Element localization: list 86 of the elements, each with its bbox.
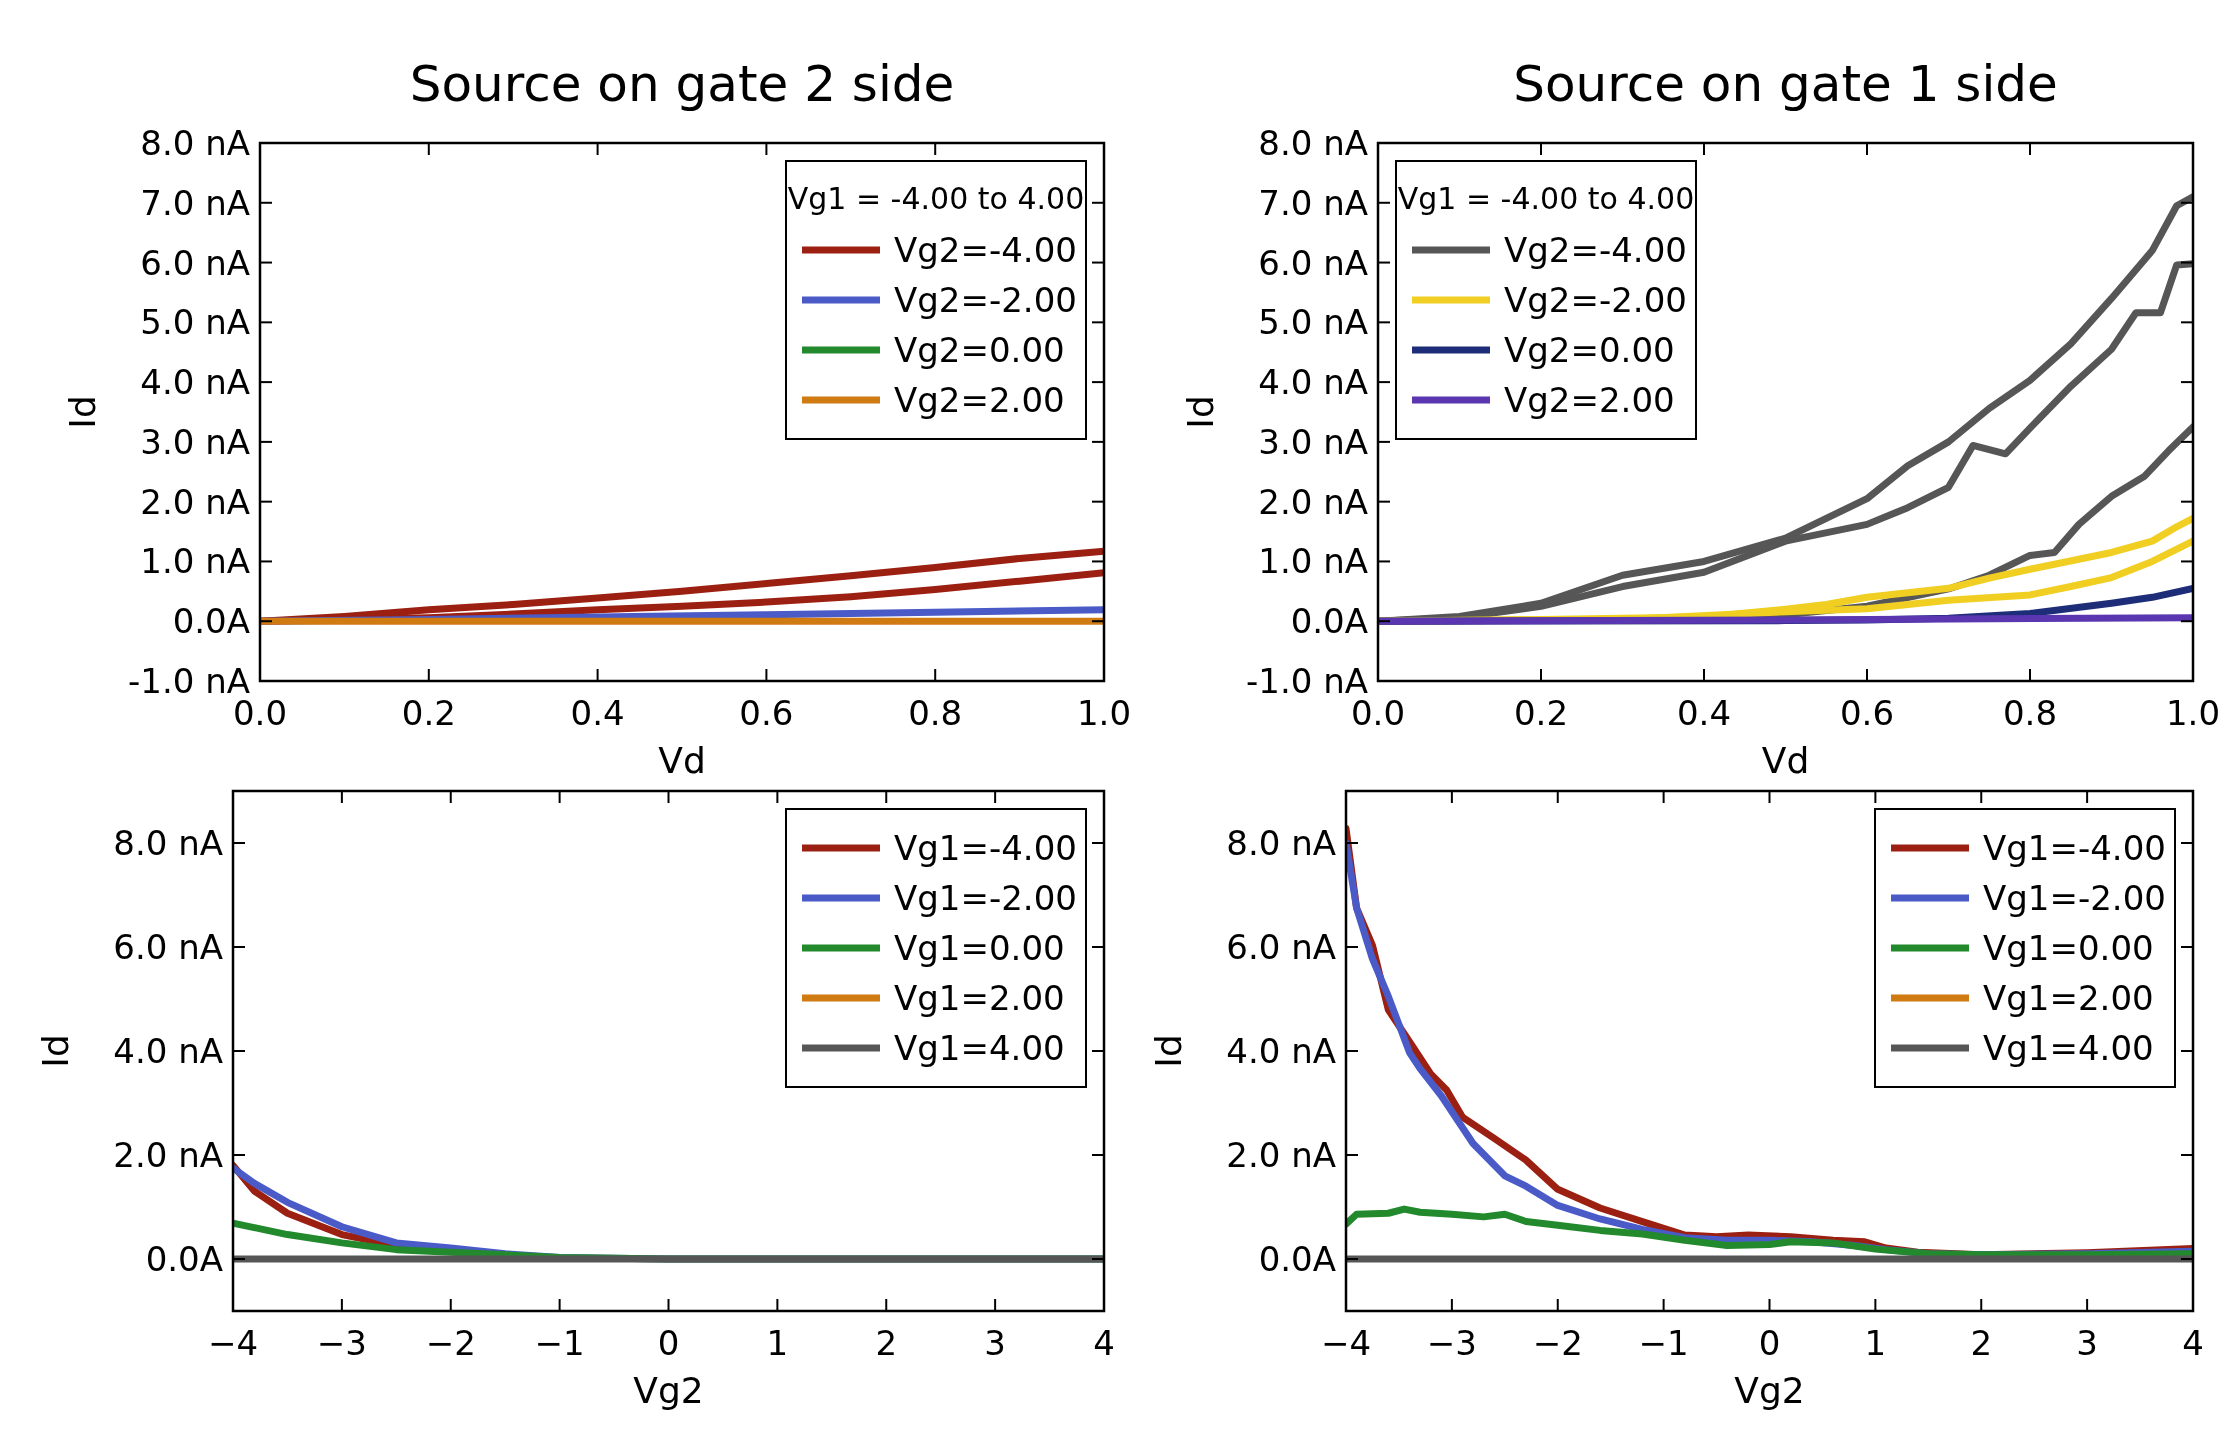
x-tick-label: 1 <box>766 1323 789 1363</box>
y-tick-label: 8.0 nA <box>1226 823 1336 863</box>
legend-label: Vg1=-2.00 <box>894 878 1077 918</box>
y-tick-label: 4.0 nA <box>140 362 250 403</box>
x-tick-label: 1.0 <box>2165 693 2221 733</box>
y-tick-label: 8.0 nA <box>140 123 250 163</box>
x-tick-label: 3 <box>2076 1323 2098 1363</box>
x-tick-label: 0.2 <box>401 693 456 733</box>
legend-label: Vg2=2.00 <box>894 380 1065 420</box>
x-axis-title: Vd <box>658 740 706 781</box>
y-tick-label: 6.0 nA <box>140 242 250 283</box>
y-tick-label: 6.0 nA <box>1226 927 1336 967</box>
legend-title: Vg1 = -4.00 to 4.00 <box>1397 181 1695 216</box>
x-tick-label: 0.6 <box>739 693 794 733</box>
legend-label: Vg1=2.00 <box>1983 978 2154 1018</box>
y-tick-label: 1.0 nA <box>1258 541 1368 582</box>
x-tick-label: 4 <box>2182 1323 2204 1363</box>
y-tick-label: 8.0 nA <box>113 823 223 863</box>
legend-label: Vg1=4.00 <box>894 1028 1065 1068</box>
y-tick-label: 4.0 nA <box>1258 362 1368 403</box>
y-tick-label: 3.0 nA <box>1258 421 1368 462</box>
legend-title: Vg1 = -4.00 to 4.00 <box>787 181 1085 216</box>
x-tick-label: 0.8 <box>908 693 963 733</box>
x-tick-label: 0.4 <box>570 693 625 733</box>
x-tick-label: 0.6 <box>1839 693 1895 733</box>
x-tick-label: 1.0 <box>1076 693 1132 733</box>
x-tick-label: −4 <box>1320 1323 1372 1363</box>
x-axis-title: Vg2 <box>1734 1370 1805 1411</box>
legend-label: Vg2=0.00 <box>894 330 1065 370</box>
y-tick-label: 4.0 nA <box>113 1031 223 1071</box>
x-axis-title: Vd <box>1761 740 1810 781</box>
y-tick-label: 4.0 nA <box>1226 1031 1336 1071</box>
x-tick-label: 0 <box>1758 1323 1781 1363</box>
legend-label: Vg1=2.00 <box>894 978 1065 1018</box>
x-tick-label: 4 <box>1093 1323 1115 1363</box>
y-tick-label: 0.0A <box>1290 601 1368 642</box>
x-tick-label: 2 <box>875 1323 898 1363</box>
x-tick-label: 0 <box>657 1323 680 1363</box>
y-tick-label: 0.0A <box>172 601 250 642</box>
legend-label: Vg1=0.00 <box>894 928 1065 968</box>
legend-label: Vg1=-2.00 <box>1983 878 2166 918</box>
x-tick-label: −2 <box>1532 1323 1583 1363</box>
y-tick-label: 0.0A <box>1258 1239 1336 1279</box>
y-tick-label: 2.0 nA <box>113 1135 223 1175</box>
x-tick-label: −3 <box>316 1323 367 1363</box>
chart-title: Source on gate 1 side <box>1513 55 2058 113</box>
y-axis-title: Id <box>35 1034 76 1068</box>
legend-label: Vg2=-2.00 <box>894 280 1077 320</box>
y-tick-label: 7.0 nA <box>1258 182 1368 223</box>
y-tick-label: 2.0 nA <box>140 481 250 522</box>
legend-label: Vg1=0.00 <box>1983 928 2154 968</box>
y-tick-label: 1.0 nA <box>140 541 250 582</box>
chart-title: Source on gate 2 side <box>409 55 955 113</box>
y-tick-label: 5.0 nA <box>1258 302 1368 343</box>
x-tick-label: 1 <box>1864 1323 1887 1363</box>
x-tick-label: −1 <box>534 1323 585 1363</box>
y-tick-label: 6.0 nA <box>113 927 223 967</box>
x-tick-label: −3 <box>1426 1323 1477 1363</box>
y-tick-label: 7.0 nA <box>140 182 250 223</box>
y-tick-label: 8.0 nA <box>1258 123 1368 163</box>
legend-label: Vg1=4.00 <box>1983 1028 2154 1068</box>
x-tick-label: −2 <box>425 1323 476 1363</box>
y-tick-label: 5.0 nA <box>140 302 250 343</box>
legend-label: Vg1=-4.00 <box>894 828 1077 868</box>
y-tick-label: 2.0 nA <box>1258 481 1368 522</box>
y-axis-title: Id <box>1180 395 1221 429</box>
y-tick-label: 6.0 nA <box>1258 242 1368 283</box>
legend-label: Vg1=-4.00 <box>1983 828 2166 868</box>
x-tick-label: −4 <box>207 1323 259 1363</box>
x-axis-title: Vg2 <box>633 1370 704 1411</box>
y-axis-title: Id <box>1148 1034 1189 1068</box>
y-axis-title: Id <box>62 395 103 429</box>
x-tick-label: 3 <box>984 1323 1006 1363</box>
x-tick-label: 0.2 <box>1513 693 1569 733</box>
y-tick-label: 3.0 nA <box>140 421 250 462</box>
legend-label: Vg2=-2.00 <box>1504 280 1687 320</box>
x-tick-label: −1 <box>1638 1323 1689 1363</box>
x-tick-label: 0.4 <box>1676 693 1732 733</box>
legend-label: Vg2=0.00 <box>1504 330 1675 370</box>
y-tick-label: 2.0 nA <box>1226 1135 1336 1175</box>
x-tick-label: 2 <box>1970 1323 1993 1363</box>
legend-label: Vg2=-4.00 <box>894 230 1077 270</box>
y-tick-label: 0.0A <box>145 1239 223 1279</box>
legend-label: Vg2=-4.00 <box>1504 230 1687 270</box>
x-tick-label: 0.8 <box>2002 693 2058 733</box>
legend-label: Vg2=2.00 <box>1504 380 1675 420</box>
